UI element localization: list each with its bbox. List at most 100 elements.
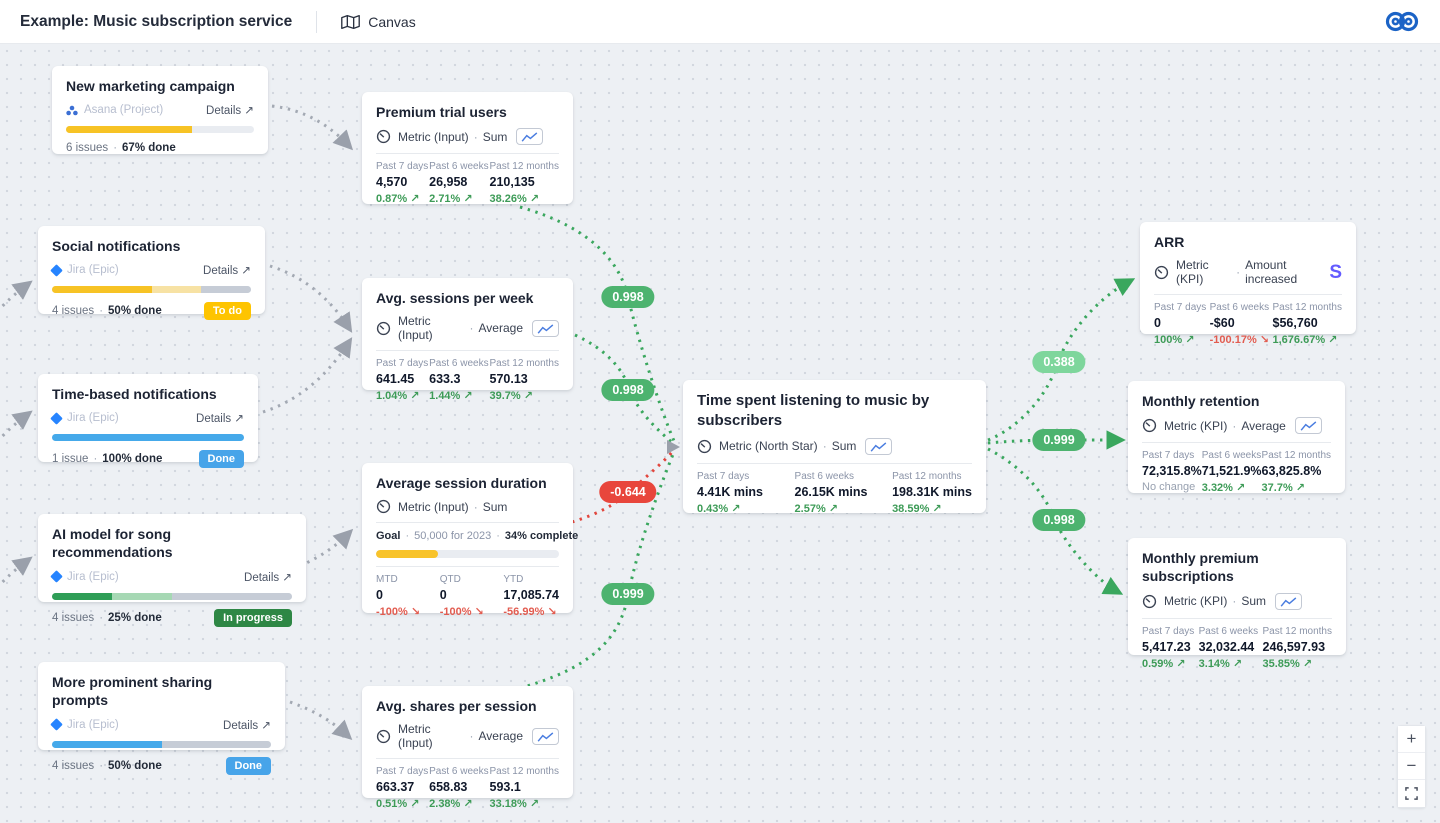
- map-icon: [341, 14, 361, 30]
- done-percent: 67% done: [122, 142, 176, 155]
- zoom-in-button[interactable]: +: [1398, 726, 1425, 753]
- stripe-icon[interactable]: S: [1329, 261, 1342, 283]
- chart-icon[interactable]: [865, 437, 893, 455]
- metric-card-average-session-duration[interactable]: Average session duration Metric (Input) …: [362, 463, 578, 618]
- metric-card-premium-trial-users[interactable]: Premium trial users Metric (Input) · Sum…: [362, 92, 573, 205]
- metric-change: 1.04% ↗: [376, 390, 420, 403]
- details-link[interactable]: Details ↗: [196, 413, 244, 426]
- source-label: Jira (Epic): [67, 718, 119, 731]
- card-title: Monthly retention: [1142, 393, 1260, 409]
- fit-view-button[interactable]: [1398, 780, 1425, 807]
- jira-icon: [50, 412, 63, 425]
- chart-icon[interactable]: [532, 727, 559, 745]
- divider: [376, 522, 559, 524]
- goal-complete: 34% complete: [504, 530, 579, 543]
- correlation-badge[interactable]: 0.998: [1032, 509, 1086, 531]
- metric-agg: Amount increased: [1245, 258, 1298, 287]
- metric-value: 0: [439, 588, 447, 603]
- done-percent: 50% done: [108, 305, 162, 318]
- metric-type: Metric (KPI): [1164, 418, 1228, 433]
- metric-change: 0.43% ↗: [697, 502, 741, 515]
- metric-change: 1,676.67% ↗: [1272, 334, 1338, 347]
- gauge-icon: [1142, 418, 1157, 433]
- correlation-badge[interactable]: 0.388: [1032, 351, 1086, 373]
- gauge-icon: [1154, 265, 1169, 280]
- metric-change: 39.7% ↗: [489, 390, 533, 403]
- metric-card-north-star[interactable]: Time spent listening to music by subscri…: [683, 380, 986, 515]
- correlation-badge[interactable]: -0.644: [599, 481, 657, 503]
- status-badge[interactable]: To do: [203, 302, 251, 321]
- status-badge[interactable]: Done: [225, 756, 271, 775]
- correlation-badge[interactable]: 0.998: [601, 286, 655, 308]
- separator-dot: ·: [99, 305, 104, 318]
- goal-label: Goal: [376, 530, 401, 543]
- separator-dot: ·: [473, 129, 478, 144]
- correlation-badge[interactable]: 0.999: [601, 583, 655, 605]
- metric-agg: Average: [478, 321, 523, 336]
- progress-bar: [66, 126, 254, 134]
- details-link[interactable]: Details ↗: [206, 105, 254, 118]
- separator-dot: ·: [405, 530, 410, 543]
- doubleloop-logo[interactable]: [1384, 8, 1420, 35]
- period-label: Past 12 months: [1262, 625, 1332, 637]
- details-link[interactable]: Details ↗: [244, 571, 292, 584]
- kpi-card-monthly-retention[interactable]: Monthly retention Metric (KPI) · Average…: [1128, 381, 1345, 494]
- metric-change: 0.51% ↗: [376, 798, 420, 811]
- period-label: MTD: [376, 574, 398, 586]
- gauge-icon: [1142, 594, 1157, 609]
- divider: [376, 153, 559, 155]
- project-card-new-marketing-campaign[interactable]: New marketing campaign Asana (Project) D…: [52, 66, 268, 154]
- period-label: Past 6 weeks: [429, 161, 489, 173]
- project-card-social-notifications[interactable]: Social notifications Jira (Epic) Details…: [38, 226, 265, 321]
- metric-value: 26,958: [429, 175, 468, 190]
- divider: [697, 462, 972, 464]
- metric-change: 1.44% ↗: [429, 390, 473, 403]
- period-label: YTD: [503, 574, 524, 586]
- separator-dot: ·: [113, 142, 118, 155]
- chart-icon[interactable]: [1275, 592, 1303, 610]
- chart-icon[interactable]: [1294, 417, 1322, 435]
- metric-value: 63,825.8%: [1261, 464, 1322, 479]
- status-badge[interactable]: In progress: [214, 608, 292, 627]
- metric-type: Metric (North Star): [719, 439, 818, 454]
- correlation-badge[interactable]: 0.999: [1032, 429, 1086, 451]
- kpi-card-arr[interactable]: ARR Metric (KPI) · Amount increased S Pa…: [1140, 222, 1356, 346]
- metric-card-avg-sessions-per-week[interactable]: Avg. sessions per week Metric (Input) · …: [362, 278, 573, 402]
- period-label: QTD: [439, 574, 461, 586]
- card-title: ARR: [1154, 234, 1185, 250]
- period-label: Past 6 weeks: [1209, 302, 1270, 314]
- details-link[interactable]: Details ↗: [203, 265, 251, 278]
- zoom-out-button[interactable]: −: [1398, 753, 1425, 780]
- project-card-sharing-prompts[interactable]: More prominent sharing prompts Jira (Epi…: [38, 662, 285, 775]
- asana-icon: [66, 105, 78, 116]
- project-card-ai-model[interactable]: AI model for song recommendations Jira (…: [38, 514, 306, 627]
- status-badge[interactable]: Done: [198, 450, 244, 469]
- metric-type: Metric (Input): [398, 499, 469, 514]
- metric-agg: Sum: [482, 499, 508, 514]
- metric-value: 4.41K mins: [697, 484, 764, 499]
- details-link[interactable]: Details ↗: [223, 719, 271, 732]
- top-bar: Example: Music subscription service Canv…: [0, 0, 1440, 44]
- period-label: Past 12 months: [489, 766, 559, 778]
- nav-canvas[interactable]: Canvas: [341, 14, 416, 30]
- divider: [376, 350, 559, 352]
- divider: [1154, 294, 1342, 296]
- separator-dot: ·: [99, 611, 104, 624]
- chart-icon[interactable]: [516, 128, 544, 146]
- gauge-icon: [376, 499, 391, 514]
- period-label: Past 6 weeks: [1198, 625, 1259, 637]
- metric-change: 2.57% ↗: [794, 502, 838, 515]
- metric-type: Metric (Input): [398, 722, 433, 751]
- correlation-badge[interactable]: 0.998: [601, 379, 655, 401]
- chart-icon[interactable]: [532, 319, 559, 337]
- metric-card-avg-shares-per-session[interactable]: Avg. shares per session Metric (Input) ·…: [362, 686, 573, 810]
- kpi-card-monthly-premium-subscriptions[interactable]: Monthly premium subscriptions Metric (KP…: [1128, 538, 1346, 670]
- divider: [1142, 617, 1332, 619]
- metric-agg: Average: [1241, 418, 1286, 433]
- metric-value: 17,085.74: [503, 588, 559, 603]
- source-label: Jira (Epic): [67, 412, 119, 425]
- card-title: Premium trial users: [376, 104, 507, 120]
- project-card-time-based-notifications[interactable]: Time-based notifications Jira (Epic) Det…: [38, 374, 258, 469]
- card-title: New marketing campaign: [66, 78, 235, 94]
